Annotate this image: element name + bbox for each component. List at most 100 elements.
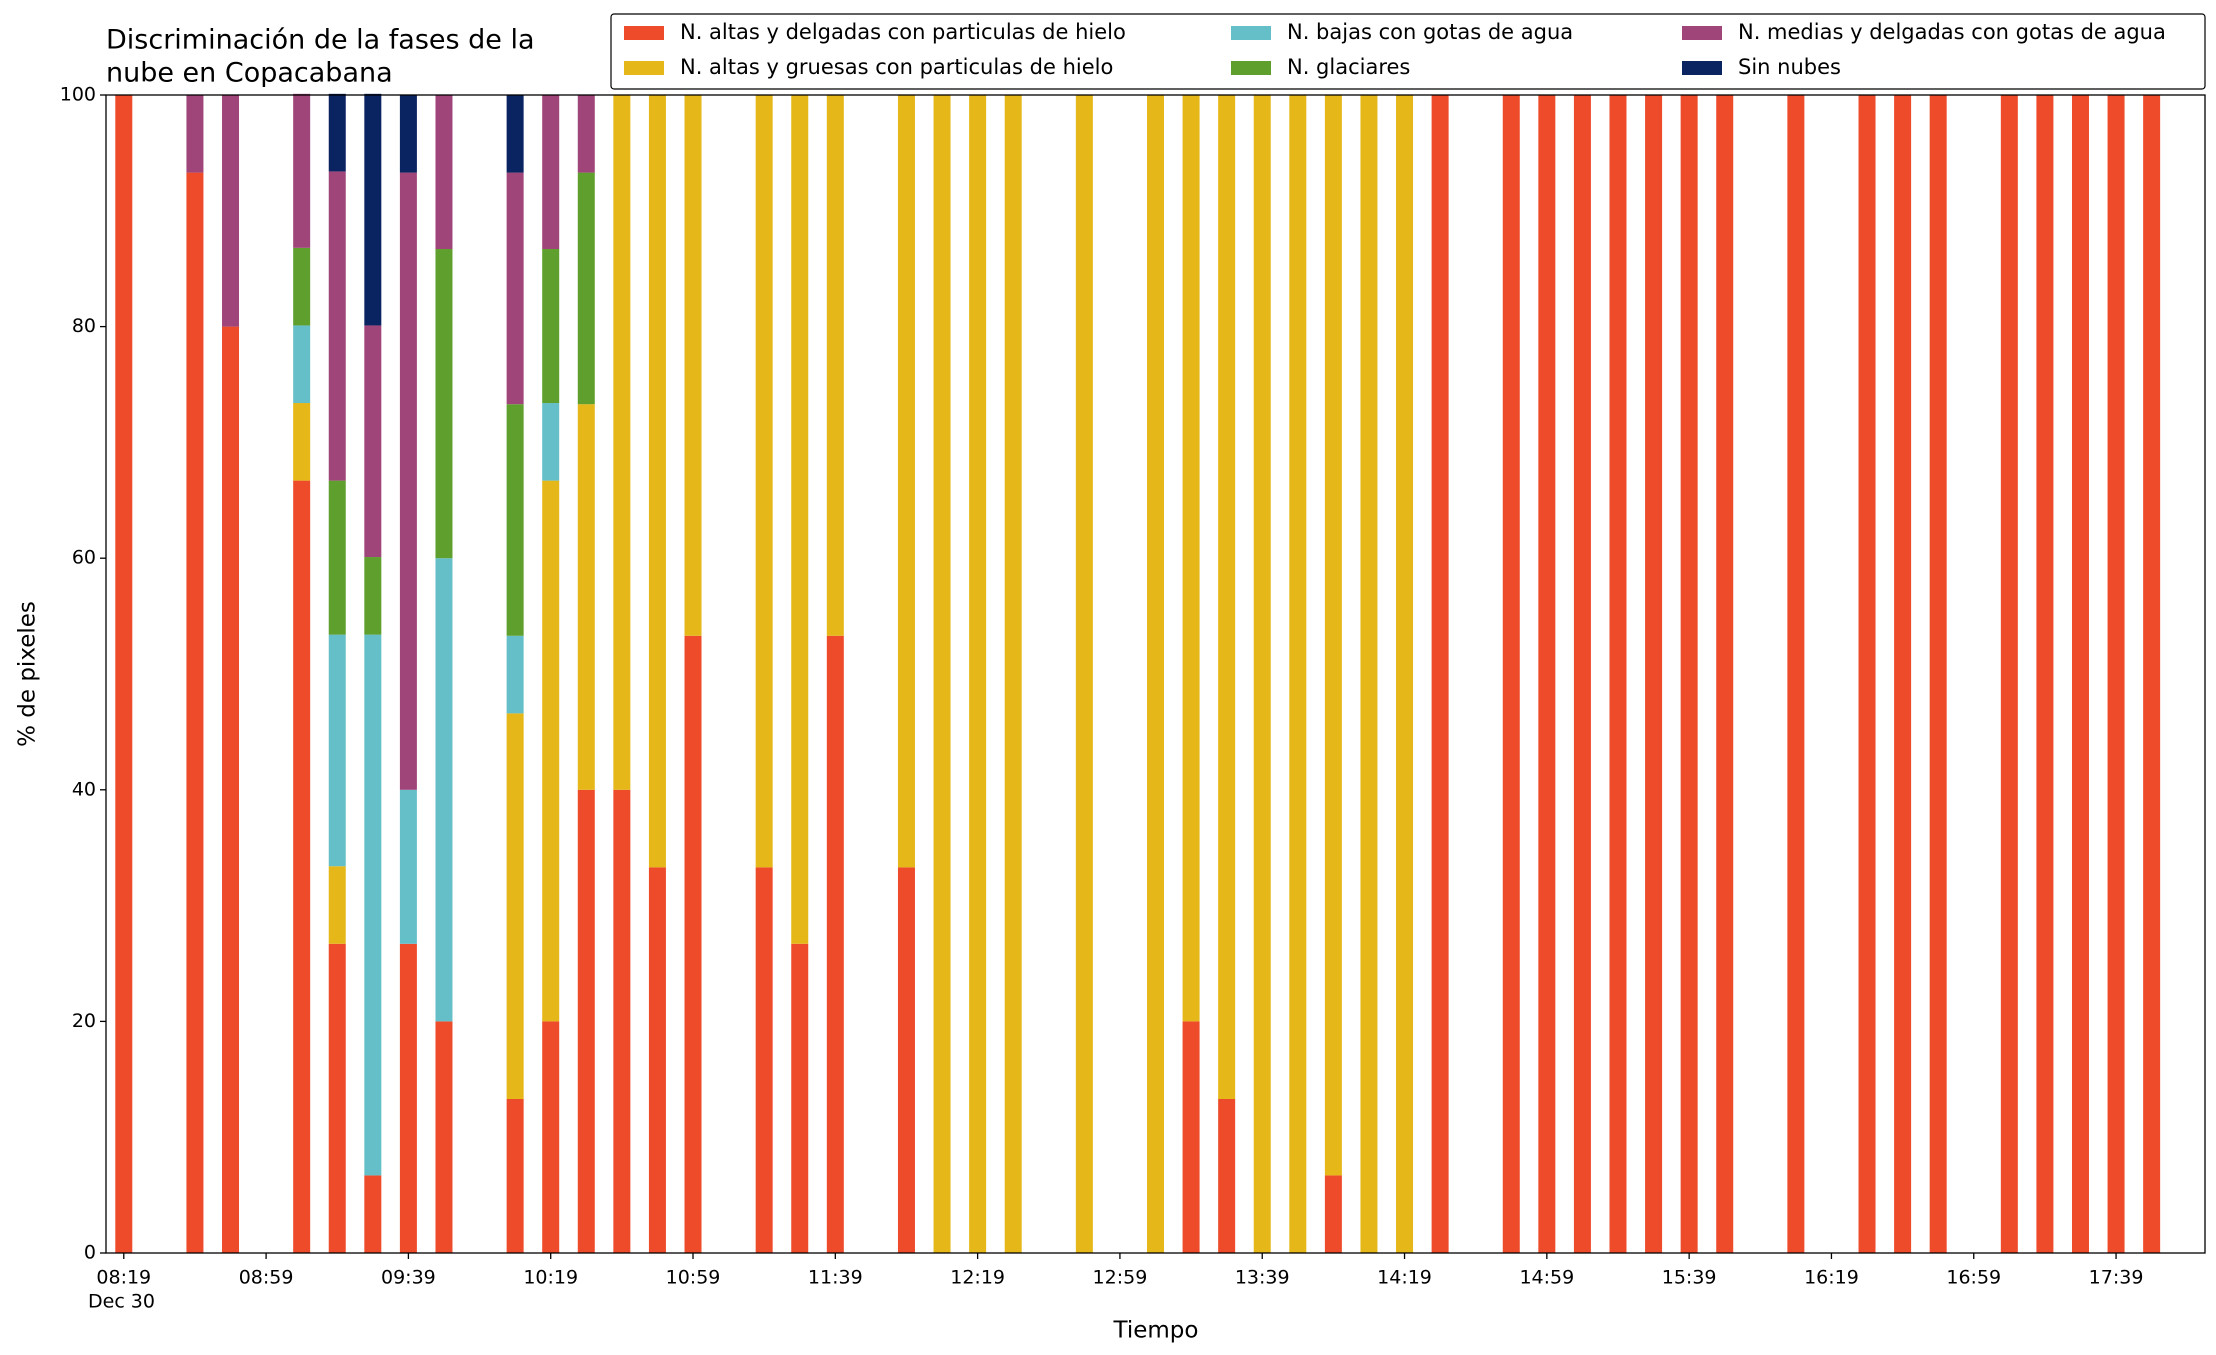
x-tick-label: 16:59 xyxy=(1946,1267,2001,1289)
bar-segment xyxy=(1538,95,1556,1253)
bar-segment xyxy=(577,95,595,173)
bar-segment xyxy=(1396,95,1414,1253)
bar-segment xyxy=(293,403,311,481)
x-tick-label: 09:39 xyxy=(381,1267,436,1289)
bar-segment xyxy=(791,95,809,944)
legend-swatch xyxy=(1682,61,1722,75)
bar-segment xyxy=(506,95,524,173)
legend-label: N. altas y gruesas con particulas de hie… xyxy=(680,55,1113,79)
bar-segment xyxy=(577,404,595,790)
bar-segment xyxy=(577,172,595,405)
bar-segment xyxy=(2071,95,2089,1253)
y-tick-label: 100 xyxy=(60,84,96,106)
bar-segment xyxy=(435,558,453,1022)
legend-swatch xyxy=(1231,26,1271,40)
bar-segment xyxy=(328,943,346,1253)
bar-segment xyxy=(186,95,204,173)
bar-segment xyxy=(542,480,560,1022)
bar-segment xyxy=(1431,95,1449,1253)
bar-segment xyxy=(399,789,417,944)
legend-label: N. altas y delgadas con particulas de hi… xyxy=(680,20,1126,44)
bar-segment xyxy=(1253,95,1271,1253)
bar-segment xyxy=(1680,95,1698,1253)
bar-segment xyxy=(969,95,987,1253)
bar-segment xyxy=(364,557,382,635)
x-axis-label: Tiempo xyxy=(1113,1318,1199,1344)
legend-swatch xyxy=(624,26,664,40)
bar-segment xyxy=(506,713,524,1099)
bar-segment xyxy=(1929,95,1947,1253)
bar-segment xyxy=(2000,95,2018,1253)
x-tick-label: 12:19 xyxy=(950,1267,1005,1289)
bar-segment xyxy=(1609,95,1627,1253)
bar-segment xyxy=(1182,95,1200,1022)
x-tick-label: 16:19 xyxy=(1804,1267,1859,1289)
bar-segment xyxy=(364,634,382,1176)
bar-segment xyxy=(791,943,809,1253)
y-tick-label: 0 xyxy=(84,1242,96,1264)
bar-segment xyxy=(1182,1021,1200,1253)
bar-segment xyxy=(542,249,560,404)
bar-segment xyxy=(435,1021,453,1253)
x-tick-label: 15:39 xyxy=(1662,1267,1717,1289)
bar-segment xyxy=(613,95,631,790)
y-tick-label: 80 xyxy=(72,315,96,337)
bar-segment xyxy=(399,172,417,790)
bar-segment xyxy=(897,95,915,868)
bar-segment xyxy=(684,95,702,636)
bar-segment xyxy=(399,943,417,1253)
x-tick-label: 11:39 xyxy=(808,1267,863,1289)
bar-segment xyxy=(364,1175,382,1253)
bar-segment xyxy=(1716,95,1734,1253)
bar-segment xyxy=(186,172,204,1254)
bar-segment xyxy=(364,325,382,558)
bar-segment xyxy=(293,247,311,326)
bar-segment xyxy=(328,93,346,172)
bar-segment xyxy=(577,789,595,1253)
y-tick-label: 40 xyxy=(72,778,96,800)
bar-segment xyxy=(2107,95,2125,1253)
bar-segment xyxy=(1218,95,1236,1099)
chart-title: nube en Copacabana xyxy=(106,58,393,89)
bar-segment xyxy=(1289,95,1307,1253)
legend-swatch xyxy=(624,61,664,75)
bar-segment xyxy=(933,95,951,1253)
bar-segment xyxy=(1324,95,1342,1176)
x-tick-label: 08:59 xyxy=(239,1267,294,1289)
bar-segment xyxy=(1147,95,1164,1253)
legend-label: Sin nubes xyxy=(1738,55,1841,79)
bar-segment xyxy=(542,403,560,481)
bar-segment xyxy=(328,480,346,635)
bar-segment xyxy=(1894,95,1912,1253)
legend-swatch xyxy=(1231,61,1271,75)
bar-segment xyxy=(435,95,453,250)
x-tick-label: 17:39 xyxy=(2089,1267,2144,1289)
bar-segment xyxy=(1075,95,1093,1253)
bar-segment xyxy=(293,480,311,1253)
bar-segment xyxy=(399,95,417,173)
bar-segment xyxy=(2036,95,2054,1253)
chart-title: Discriminación de la fases de la xyxy=(106,25,535,56)
bar-segment xyxy=(684,635,702,1253)
bar-segment xyxy=(613,789,631,1253)
bar-segment xyxy=(364,93,382,326)
bar-segment xyxy=(648,867,666,1253)
plot-frame xyxy=(105,94,2206,1254)
bar-segment xyxy=(328,634,346,867)
bar-segment xyxy=(328,171,346,481)
bar-segment xyxy=(506,404,524,636)
bar-segment xyxy=(435,249,453,559)
bar-segment xyxy=(1502,95,1520,1253)
bar-segment xyxy=(506,1098,524,1253)
legend-label: N. medias y delgadas con gotas de agua xyxy=(1738,20,2166,44)
legend-box xyxy=(610,13,2206,90)
bar-segment xyxy=(1787,95,1805,1253)
bar-segment xyxy=(542,95,560,250)
legend-swatch xyxy=(1682,26,1722,40)
bar-segment xyxy=(1573,95,1591,1253)
bar-segment xyxy=(2143,95,2161,1253)
bar-segment xyxy=(1324,1175,1342,1253)
bar-segment xyxy=(826,95,844,636)
bar-segment xyxy=(222,326,240,1254)
